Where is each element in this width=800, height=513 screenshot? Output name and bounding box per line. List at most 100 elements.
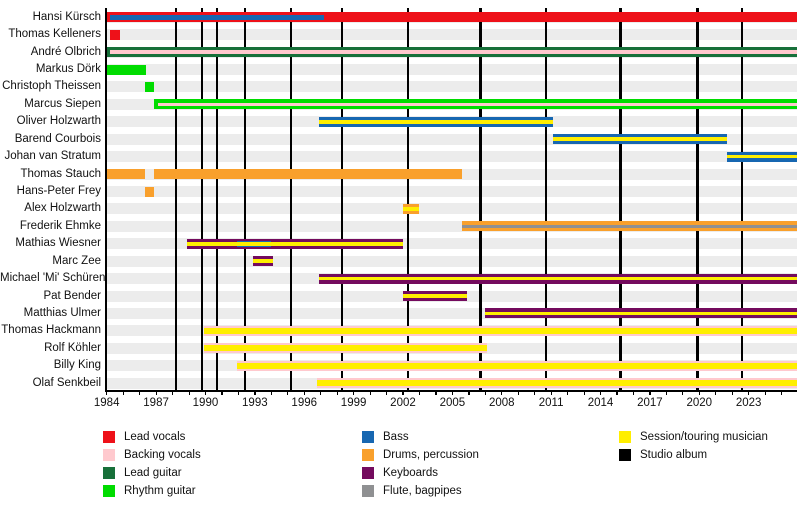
member-label: Alex Holzwarth	[24, 202, 101, 215]
tenure-bar-session	[402, 294, 468, 298]
x-axis-tick	[698, 391, 700, 395]
row-track	[105, 151, 797, 163]
tenure-bar-session	[203, 345, 487, 352]
x-axis-tick	[287, 391, 289, 395]
x-axis-tick	[550, 391, 552, 395]
rhythm_guitar-color-swatch	[103, 485, 115, 497]
tenure-bar-session	[727, 154, 797, 159]
x-axis-tick-label: 2017	[637, 397, 663, 409]
x-axis-tick	[731, 391, 733, 395]
row-track	[105, 238, 797, 250]
tenure-bar-session	[319, 120, 553, 124]
x-axis-tick	[139, 391, 141, 395]
tenure-bar-backing_vocals	[157, 102, 797, 107]
studio_album-color-swatch	[619, 449, 631, 461]
x-axis-tick	[303, 391, 305, 395]
legend-item-backing_vocals: Backing vocals	[103, 449, 333, 463]
legend-label: Studio album	[640, 449, 708, 461]
row-track	[105, 203, 797, 215]
x-axis-tick	[764, 391, 766, 395]
plot-left-border	[104, 8, 107, 390]
member-label: Thomas Hackmann	[1, 324, 101, 337]
tenure-bar-bass	[109, 14, 324, 20]
x-axis-tick	[320, 391, 322, 395]
x-axis-tick	[254, 391, 256, 395]
member-label: Thomas Kelleners	[8, 28, 101, 41]
tenure-bar-drums_percussion	[144, 186, 155, 197]
row-track	[105, 64, 797, 76]
member-label: Barend Courbois	[14, 132, 101, 145]
tenure-bar-session	[203, 327, 797, 334]
member-label: Matthias Ulmer	[23, 306, 101, 319]
x-axis-tick	[353, 391, 355, 395]
x-axis-baseline	[104, 390, 797, 392]
x-axis-tick	[468, 391, 470, 395]
x-axis-tick	[583, 391, 585, 395]
legend-label: Lead vocals	[124, 431, 186, 443]
tenure-bar-session	[253, 259, 273, 263]
studio-album-line	[174, 8, 178, 391]
x-axis-tick	[567, 391, 569, 395]
x-axis-tick	[748, 391, 750, 395]
member-label: Markus Dörk	[35, 63, 101, 76]
tenure-bar-session	[187, 242, 403, 246]
x-axis-tick-label: 1996	[291, 397, 318, 409]
member-label: Michael 'Mi' Schüren	[0, 272, 106, 285]
x-axis-tick	[649, 391, 651, 395]
member-label: Johan van Stratum	[4, 150, 101, 163]
tenure-bar-rhythm_guitar	[144, 81, 155, 92]
x-axis-tick-label: 2014	[587, 397, 614, 409]
x-axis-tick-label: 1987	[143, 397, 169, 409]
member-label: Olaf Senkbeil	[32, 376, 101, 389]
x-axis-tick	[632, 391, 635, 395]
member-label: Thomas Stauch	[20, 167, 101, 180]
member-label: Rolf Köhler	[44, 341, 101, 354]
x-axis-tick	[715, 391, 717, 395]
lead_guitar-color-swatch	[103, 467, 115, 479]
keyboards-color-swatch	[362, 467, 374, 479]
x-axis-tick-label: 1984	[93, 397, 120, 409]
legend-label: Lead guitar	[124, 467, 182, 479]
x-axis-tick	[386, 391, 388, 395]
x-axis-tick	[484, 391, 486, 395]
studio-album-line	[479, 8, 482, 391]
member-label: Mathias Wiesner	[15, 237, 101, 250]
member-label: Hans-Peter Frey	[16, 185, 101, 197]
studio-album-line	[215, 8, 219, 391]
member-label: Hansi Kürsch	[32, 10, 101, 23]
x-axis-tick	[402, 391, 404, 395]
row-track	[105, 133, 797, 145]
member-label: André Olbrich	[30, 45, 101, 58]
tenure-bar-backing_vocals	[109, 50, 797, 54]
x-axis-tick-label: 1999	[340, 397, 367, 409]
legend-label: Flute, bagpipes	[383, 485, 462, 497]
x-axis-tick-label: 2002	[390, 397, 416, 409]
x-axis-tick	[237, 391, 240, 395]
x-axis-tick-label: 2011	[538, 397, 564, 409]
x-axis-tick	[665, 391, 668, 395]
member-label: Marc Zee	[52, 254, 101, 267]
x-axis-tick	[369, 391, 371, 395]
x-axis-tick	[682, 391, 684, 395]
x-axis-tick	[616, 391, 618, 395]
member-label: Marcus Siepen	[24, 97, 101, 110]
x-axis-tick	[781, 391, 783, 395]
row-track	[105, 307, 797, 319]
studio-album-line	[200, 8, 204, 391]
x-axis-tick-label: 2005	[439, 397, 466, 409]
studio-album-line	[619, 8, 622, 391]
tenure-bar-session	[319, 276, 797, 281]
legend-item-bass: Bass	[362, 431, 592, 445]
row-track	[105, 81, 797, 93]
bass-color-swatch	[362, 431, 374, 443]
legend-label: Drums, percussion	[383, 449, 479, 461]
x-axis-tick-label: 1990	[192, 397, 219, 409]
x-axis-tick	[270, 391, 272, 395]
legend-label: Rhythm guitar	[124, 485, 196, 497]
x-axis-tick	[172, 391, 174, 395]
studio-album-line	[696, 8, 699, 391]
x-axis-tick	[517, 391, 519, 395]
studio-album-line	[340, 8, 344, 391]
member-label: Christoph Theissen	[2, 80, 101, 93]
legend-item-studio_album: Studio album	[619, 449, 800, 463]
